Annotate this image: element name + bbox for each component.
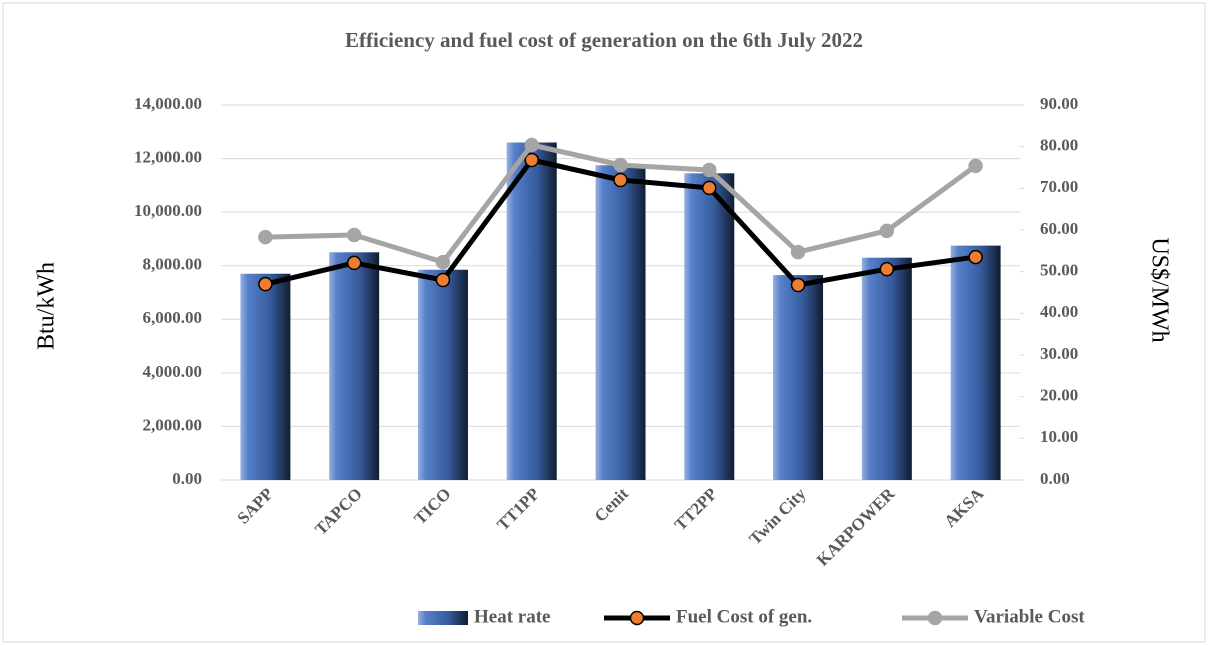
line-marker <box>435 272 451 288</box>
line-marker <box>258 276 273 292</box>
y-axis-label: Btu/kWh <box>34 262 60 350</box>
line-marker <box>435 254 451 270</box>
line-marker <box>258 229 273 245</box>
line-marker <box>524 137 539 153</box>
line-marker <box>346 227 362 243</box>
y-tick-label: 2,000.00 <box>143 415 203 434</box>
y-tick-label: 0.00 <box>172 469 202 488</box>
line-marker <box>346 255 362 271</box>
y2-axis-label: US$/MWh <box>1146 237 1172 342</box>
line-marker <box>524 152 539 168</box>
bar <box>684 173 735 480</box>
bar <box>861 257 912 480</box>
y2-tick-label: 70.00 <box>1040 177 1078 196</box>
y2-tick-label: 80.00 <box>1040 136 1078 155</box>
y2-tick-label: 20.00 <box>1040 386 1078 405</box>
legend-marker <box>629 610 645 626</box>
bar <box>506 142 557 480</box>
y2-tick-label: 60.00 <box>1040 219 1078 238</box>
line-marker <box>702 162 717 178</box>
line-marker <box>879 223 895 239</box>
line-marker <box>790 244 806 260</box>
chart-title: Efficiency and fuel cost of generation o… <box>345 28 863 52</box>
line-marker <box>879 261 895 277</box>
legend-marker <box>927 610 943 626</box>
line-marker <box>968 249 983 265</box>
legend-label: Variable Cost <box>974 606 1085 627</box>
y2-tick-label: 10.00 <box>1040 427 1078 446</box>
bar <box>595 165 646 480</box>
bar <box>329 252 380 480</box>
bar <box>773 275 824 480</box>
line-marker <box>790 277 806 293</box>
y2-tick-label: 30.00 <box>1040 344 1078 363</box>
line-marker <box>702 180 717 196</box>
y-tick-label: 6,000.00 <box>143 308 203 327</box>
y-tick-label: 12,000.00 <box>134 147 202 166</box>
line-marker <box>613 157 628 173</box>
legend-label: Fuel Cost of gen. <box>676 606 812 627</box>
bar <box>240 273 291 480</box>
y-tick-label: 8,000.00 <box>143 255 203 274</box>
y-tick-label: 10,000.00 <box>134 201 202 220</box>
y2-tick-label: 40.00 <box>1040 302 1078 321</box>
legend-label: Heat rate <box>474 606 550 627</box>
y-tick-label: 4,000.00 <box>143 362 203 381</box>
line-marker <box>968 158 983 174</box>
y2-tick-label: 90.00 <box>1040 94 1078 113</box>
y-tick-label: 14,000.00 <box>134 94 202 113</box>
line-marker <box>613 172 628 188</box>
bar <box>950 245 1001 480</box>
y2-tick-label: 0.00 <box>1040 469 1070 488</box>
legend-swatch <box>418 611 468 625</box>
y2-tick-label: 50.00 <box>1040 261 1078 280</box>
bar <box>417 269 468 480</box>
